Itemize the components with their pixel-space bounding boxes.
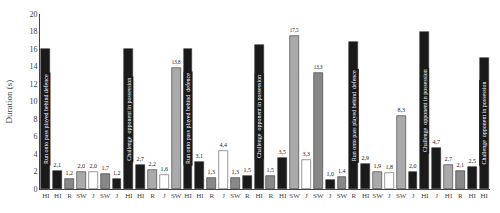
- svg-text:1,0: 1,0: [326, 171, 334, 177]
- svg-text:13,8: 13,8: [172, 59, 181, 65]
- svg-text:2,1: 2,1: [53, 162, 61, 168]
- svg-text:J: J: [435, 192, 438, 200]
- svg-text:SW: SW: [289, 192, 300, 200]
- svg-text:2,7: 2,7: [444, 156, 452, 162]
- svg-text:Challenge opponent in possess: Challenge opponent in possession: [422, 69, 428, 152]
- svg-text:4: 4: [33, 150, 37, 159]
- svg-text:Run onto pass played behind d: Run onto pass played behind defence: [185, 73, 191, 164]
- svg-text:HI: HI: [255, 192, 263, 200]
- svg-text:2,9: 2,9: [361, 155, 369, 161]
- svg-text:1,3: 1,3: [207, 169, 215, 175]
- svg-text:HI: HI: [421, 192, 429, 200]
- svg-text:0: 0: [33, 185, 37, 194]
- svg-text:Run onto pass played behind d: Run onto pass played behind defence: [351, 70, 357, 161]
- svg-text:SW: SW: [230, 192, 241, 200]
- svg-text:12: 12: [29, 80, 37, 89]
- svg-text:2,0: 2,0: [409, 163, 417, 169]
- svg-text:3,1: 3,1: [195, 153, 203, 159]
- svg-text:3,3: 3,3: [302, 151, 310, 157]
- svg-text:HI: HI: [42, 192, 50, 200]
- svg-text:J: J: [305, 192, 308, 200]
- svg-text:HI: HI: [125, 192, 133, 200]
- svg-text:R: R: [209, 192, 214, 200]
- svg-text:SW: SW: [396, 192, 407, 200]
- svg-text:Challenge opponent in possess: Challenge opponent in possession: [126, 78, 132, 161]
- svg-text:HI: HI: [469, 192, 477, 200]
- svg-text:4,4: 4,4: [219, 142, 227, 148]
- svg-text:2: 2: [33, 167, 37, 176]
- svg-text:2,0: 2,0: [89, 163, 97, 169]
- svg-text:14: 14: [29, 62, 37, 71]
- svg-text:J: J: [412, 192, 415, 200]
- svg-text:1,8: 1,8: [385, 164, 393, 170]
- svg-text:J: J: [388, 192, 391, 200]
- svg-text:17,5: 17,5: [290, 27, 299, 33]
- svg-text:1,9: 1,9: [373, 163, 381, 169]
- svg-text:HI: HI: [196, 192, 204, 200]
- svg-text:SW: SW: [372, 192, 383, 200]
- svg-text:10: 10: [29, 97, 37, 106]
- svg-text:18: 18: [29, 27, 37, 36]
- svg-text:SW: SW: [100, 192, 111, 200]
- svg-text:8,3: 8,3: [397, 107, 405, 113]
- svg-text:R: R: [67, 192, 72, 200]
- svg-text:Challenge opponent in possess: Challenge opponent in possession: [481, 81, 487, 164]
- svg-text:HI: HI: [184, 192, 192, 200]
- svg-text:1,3: 1,3: [231, 169, 239, 175]
- svg-text:2,0: 2,0: [77, 163, 85, 169]
- svg-text:SW: SW: [313, 192, 324, 200]
- svg-text:J: J: [329, 192, 332, 200]
- svg-text:HI: HI: [362, 192, 370, 200]
- svg-text:HI: HI: [54, 192, 62, 200]
- svg-text:3,5: 3,5: [278, 149, 286, 155]
- svg-text:J: J: [163, 192, 166, 200]
- svg-text:SW: SW: [337, 192, 348, 200]
- svg-text:R: R: [351, 192, 356, 200]
- svg-text:HI: HI: [445, 192, 453, 200]
- svg-text:R: R: [245, 192, 250, 200]
- svg-text:1,6: 1,6: [160, 166, 168, 172]
- svg-text:1,2: 1,2: [65, 170, 73, 176]
- svg-text:HI: HI: [279, 192, 287, 200]
- svg-text:13,3: 13,3: [314, 64, 323, 70]
- svg-text:20: 20: [29, 10, 37, 19]
- svg-text:1,5: 1,5: [243, 167, 251, 173]
- svg-text:8: 8: [33, 115, 37, 124]
- svg-text:SW: SW: [76, 192, 87, 200]
- svg-text:2,5: 2,5: [468, 158, 476, 164]
- svg-text:Run onto pass played behind de: Run onto pass played behind defence: [43, 74, 49, 164]
- svg-text:Challenge opponent in possess: Challenge opponent in possession: [256, 75, 262, 158]
- svg-text:2,2: 2,2: [148, 161, 156, 167]
- svg-text:1,7: 1,7: [101, 165, 109, 171]
- svg-text:HI: HI: [480, 192, 488, 200]
- svg-text:1,2: 1,2: [113, 170, 121, 176]
- svg-text:2,1: 2,1: [456, 162, 464, 168]
- svg-text:2,7: 2,7: [136, 156, 144, 162]
- svg-text:HI: HI: [137, 192, 145, 200]
- svg-text:Duration (s): Duration (s): [4, 80, 14, 124]
- svg-text:R: R: [269, 192, 274, 200]
- svg-text:J: J: [222, 192, 225, 200]
- svg-text:6: 6: [33, 132, 37, 141]
- svg-text:4,7: 4,7: [432, 139, 440, 145]
- svg-text:J: J: [92, 192, 95, 200]
- svg-text:R: R: [150, 192, 155, 200]
- svg-text:R: R: [458, 192, 463, 200]
- svg-text:J: J: [116, 192, 119, 200]
- svg-text:1,4: 1,4: [338, 168, 346, 174]
- svg-text:SW: SW: [171, 192, 182, 200]
- svg-text:16: 16: [29, 45, 37, 54]
- svg-text:1,5: 1,5: [266, 167, 274, 173]
